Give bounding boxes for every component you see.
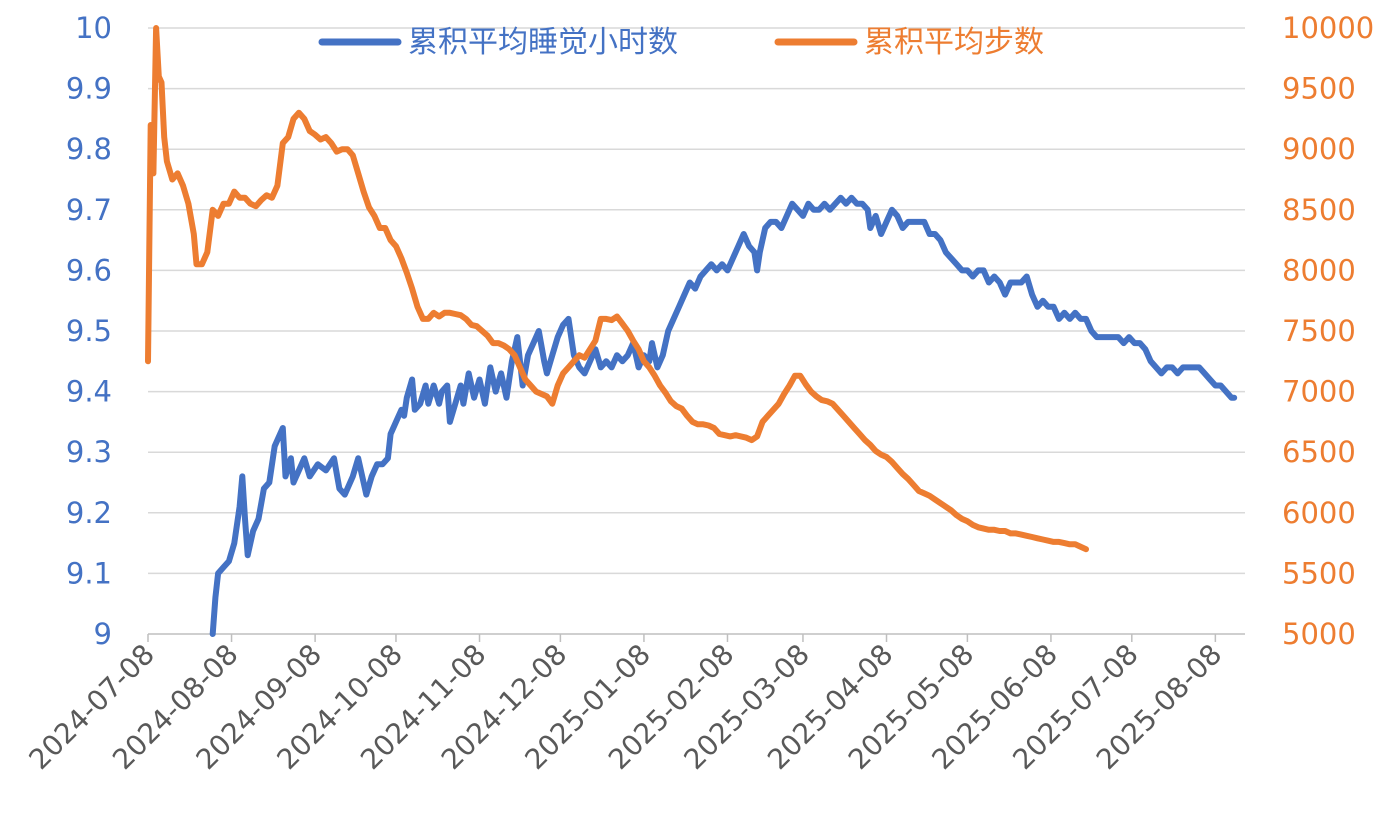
legend-label-sleep: 累积平均睡觉小时数	[408, 25, 678, 60]
series-line-steps	[145, 25, 1089, 553]
left-tick-label: 9.4	[66, 375, 112, 409]
left-tick-label: 9.5	[66, 314, 112, 348]
x-axis: 2024-07-082024-08-082024-09-082024-10-08…	[23, 633, 1245, 776]
left-tick-label: 9.3	[66, 435, 112, 469]
legend: 累积平均睡觉小时数 累积平均步数	[318, 25, 1044, 60]
left-tick-label: 9.1	[66, 556, 112, 590]
gridlines	[148, 27, 1245, 575]
series-line-sleep	[209, 194, 1238, 637]
right-tick-label: 7500	[1282, 314, 1356, 348]
right-tick-label: 8000	[1282, 253, 1356, 287]
right-axis-ticks: 5000 5500 6000 6500 7000 7500 8000 8500 9000 9500…	[1282, 11, 1374, 651]
left-tick-label: 9.8	[66, 132, 112, 166]
right-tick-label: 5500	[1282, 556, 1356, 590]
series-lines	[145, 25, 1238, 637]
right-tick-label: 9000	[1282, 132, 1356, 166]
left-tick-label: 10	[75, 11, 112, 45]
right-tick-label: 8500	[1282, 193, 1356, 227]
right-tick-label: 10000	[1282, 11, 1374, 45]
left-tick-label: 9.6	[66, 253, 112, 287]
left-tick-label: 9.7	[66, 193, 112, 227]
left-axis-ticks: 9 9.1 9.2 9.3 9.4 9.5 9.6 9.7 9.8 9.9 10	[66, 11, 112, 651]
left-tick-label: 9.9	[66, 72, 112, 106]
right-tick-label: 7000	[1282, 375, 1356, 409]
right-tick-label: 5000	[1282, 617, 1356, 651]
legend-label-steps: 累积平均步数	[864, 25, 1044, 60]
left-tick-label: 9.2	[66, 496, 112, 530]
right-tick-label: 6500	[1282, 435, 1356, 469]
right-tick-label: 6000	[1282, 496, 1356, 530]
left-tick-label: 9	[94, 617, 112, 651]
right-tick-label: 9500	[1282, 72, 1356, 106]
